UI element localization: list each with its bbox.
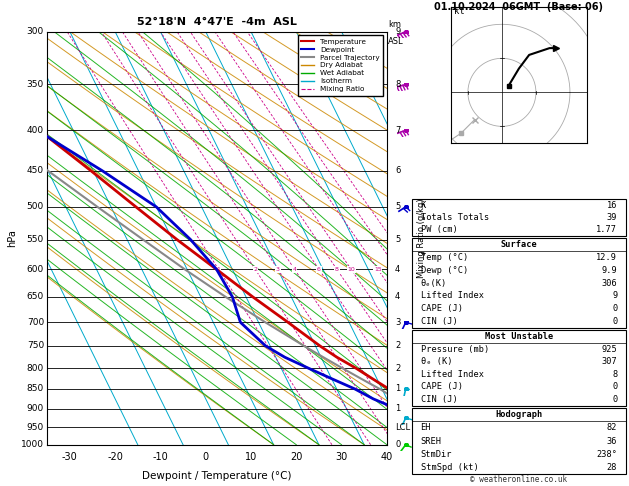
Text: Lifted Index: Lifted Index bbox=[421, 370, 484, 379]
Text: K: K bbox=[421, 201, 426, 210]
Text: 40: 40 bbox=[381, 452, 393, 462]
Text: 925: 925 bbox=[601, 345, 617, 354]
Text: 9.9: 9.9 bbox=[601, 266, 617, 275]
Text: 450: 450 bbox=[27, 166, 44, 175]
Text: 16: 16 bbox=[607, 201, 617, 210]
Text: 4: 4 bbox=[395, 265, 400, 274]
Text: © weatheronline.co.uk: © weatheronline.co.uk bbox=[470, 474, 567, 484]
Text: Totals Totals: Totals Totals bbox=[421, 213, 489, 222]
Text: 15: 15 bbox=[374, 267, 382, 272]
Text: 36: 36 bbox=[607, 436, 617, 446]
Text: 9: 9 bbox=[612, 292, 617, 300]
Text: 0: 0 bbox=[612, 304, 617, 313]
Text: 700: 700 bbox=[27, 318, 44, 327]
Text: θₑ(K): θₑ(K) bbox=[421, 278, 447, 288]
Text: Most Unstable: Most Unstable bbox=[485, 332, 553, 341]
Text: SREH: SREH bbox=[421, 436, 442, 446]
Text: CAPE (J): CAPE (J) bbox=[421, 382, 462, 392]
Text: 4: 4 bbox=[292, 267, 297, 272]
Legend: Temperature, Dewpoint, Parcel Trajectory, Dry Adiabat, Wet Adiabat, Isotherm, Mi: Temperature, Dewpoint, Parcel Trajectory… bbox=[298, 35, 383, 96]
Text: 850: 850 bbox=[27, 384, 44, 394]
Text: 800: 800 bbox=[27, 364, 44, 373]
Text: 01.10.2024  06GMT  (Base: 06): 01.10.2024 06GMT (Base: 06) bbox=[435, 2, 603, 13]
Text: 0: 0 bbox=[395, 440, 400, 449]
Text: 8: 8 bbox=[335, 267, 339, 272]
Text: -30: -30 bbox=[62, 452, 78, 462]
Text: 9: 9 bbox=[395, 27, 400, 36]
Text: 0: 0 bbox=[612, 382, 617, 392]
Text: 950: 950 bbox=[27, 423, 44, 432]
Text: 12.9: 12.9 bbox=[596, 253, 617, 262]
Text: hPa: hPa bbox=[8, 229, 18, 247]
Text: Surface: Surface bbox=[501, 240, 537, 249]
Text: 1: 1 bbox=[395, 404, 400, 413]
Text: 52°18'N  4°47'E  -4m  ASL: 52°18'N 4°47'E -4m ASL bbox=[137, 17, 297, 27]
Text: 6: 6 bbox=[317, 267, 321, 272]
Text: 306: 306 bbox=[601, 278, 617, 288]
Text: Hodograph: Hodograph bbox=[495, 410, 543, 419]
Text: 5: 5 bbox=[395, 202, 400, 211]
Text: 1: 1 bbox=[395, 384, 400, 394]
Text: 10: 10 bbox=[347, 267, 355, 272]
Text: StmDir: StmDir bbox=[421, 450, 452, 459]
Text: 3: 3 bbox=[395, 318, 401, 327]
Text: 82: 82 bbox=[607, 423, 617, 433]
Text: 2: 2 bbox=[395, 342, 400, 350]
Text: 1: 1 bbox=[216, 267, 221, 272]
Text: 600: 600 bbox=[27, 265, 44, 274]
Text: 550: 550 bbox=[27, 235, 44, 244]
Text: 30: 30 bbox=[335, 452, 348, 462]
Text: 400: 400 bbox=[27, 126, 44, 135]
Text: 300: 300 bbox=[27, 27, 44, 36]
Text: Pressure (mb): Pressure (mb) bbox=[421, 345, 489, 354]
Text: 6: 6 bbox=[395, 166, 401, 175]
Text: 1000: 1000 bbox=[21, 440, 44, 449]
Text: CIN (J): CIN (J) bbox=[421, 317, 457, 326]
Text: 4: 4 bbox=[395, 293, 400, 301]
Text: 0: 0 bbox=[612, 317, 617, 326]
Text: 28: 28 bbox=[607, 463, 617, 472]
Text: kt: kt bbox=[454, 7, 465, 16]
Text: 8: 8 bbox=[395, 80, 401, 89]
Text: km: km bbox=[388, 20, 401, 29]
Text: 5: 5 bbox=[395, 235, 400, 244]
Text: 3: 3 bbox=[276, 267, 280, 272]
Text: EH: EH bbox=[421, 423, 431, 433]
Text: 750: 750 bbox=[27, 342, 44, 350]
Text: 0: 0 bbox=[612, 395, 617, 404]
Text: 2: 2 bbox=[253, 267, 257, 272]
Text: PW (cm): PW (cm) bbox=[421, 225, 457, 234]
Text: 1.77: 1.77 bbox=[596, 225, 617, 234]
Text: 900: 900 bbox=[27, 404, 44, 413]
Text: Lifted Index: Lifted Index bbox=[421, 292, 484, 300]
Text: CIN (J): CIN (J) bbox=[421, 395, 457, 404]
Text: 307: 307 bbox=[601, 357, 617, 366]
Text: 39: 39 bbox=[607, 213, 617, 222]
Text: 650: 650 bbox=[27, 293, 44, 301]
Text: Temp (°C): Temp (°C) bbox=[421, 253, 468, 262]
Text: -10: -10 bbox=[152, 452, 169, 462]
Text: CAPE (J): CAPE (J) bbox=[421, 304, 462, 313]
Text: θₑ (K): θₑ (K) bbox=[421, 357, 452, 366]
Text: 2: 2 bbox=[395, 364, 400, 373]
Text: Dewpoint / Temperature (°C): Dewpoint / Temperature (°C) bbox=[142, 471, 292, 482]
Text: 20: 20 bbox=[290, 452, 303, 462]
Text: LCL: LCL bbox=[395, 423, 410, 432]
Text: 500: 500 bbox=[27, 202, 44, 211]
Text: 8: 8 bbox=[612, 370, 617, 379]
Text: 350: 350 bbox=[27, 80, 44, 89]
Text: Dewp (°C): Dewp (°C) bbox=[421, 266, 468, 275]
Text: 7: 7 bbox=[395, 126, 401, 135]
Text: 238°: 238° bbox=[596, 450, 617, 459]
Text: Mixing Ratio (g/kg): Mixing Ratio (g/kg) bbox=[417, 198, 426, 278]
Text: 10: 10 bbox=[245, 452, 257, 462]
Text: 0: 0 bbox=[203, 452, 209, 462]
Text: ASL: ASL bbox=[388, 37, 404, 47]
Text: StmSpd (kt): StmSpd (kt) bbox=[421, 463, 478, 472]
Text: -20: -20 bbox=[107, 452, 123, 462]
